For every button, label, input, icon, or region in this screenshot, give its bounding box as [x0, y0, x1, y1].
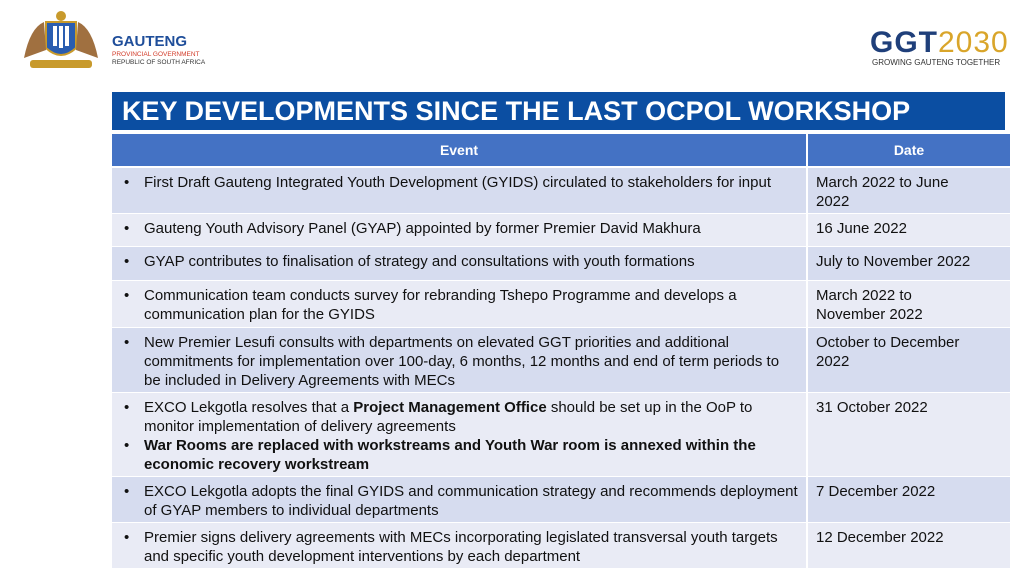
date-cell: 16 June 2022: [808, 214, 1010, 246]
date-cell: March 2022 to June 2022: [808, 168, 1010, 213]
event-cell: EXCO Lekgotla adopts the final GYIDS and…: [112, 477, 806, 522]
bullet: EXCO Lekgotla adopts the final GYIDS and…: [120, 482, 798, 520]
event-cell: Premier signs delivery agreements with M…: [112, 523, 806, 568]
event-cell: Gauteng Youth Advisory Panel (GYAP) appo…: [112, 214, 806, 246]
date-cell: 12 December 2022: [808, 523, 1010, 568]
event-cell: New Premier Lesufi consults with departm…: [112, 328, 806, 392]
logo-part: GGT: [870, 26, 938, 59]
text-run: War Rooms are replaced with workstreams …: [144, 437, 756, 473]
event-cell: Communication team conducts survey for r…: [112, 281, 806, 327]
text-run: EXCO Lekgotla resolves that a: [144, 399, 354, 416]
bullet: Communication team conducts survey for r…: [120, 286, 798, 324]
bullet: First Draft Gauteng Integrated Youth Dev…: [120, 173, 798, 192]
title: KEY DEVELOPMENTS SINCE THE LAST OCPOL WO…: [112, 92, 1005, 130]
date-cell: March 2022 to November 2022: [808, 281, 1010, 327]
date-cell: July to November 2022: [808, 247, 1010, 280]
coat-of-arms: [24, 11, 98, 68]
event-cell: GYAP contributes to finalisation of stra…: [112, 247, 806, 280]
header-cell: Event: [112, 134, 806, 166]
date-cell: 31 October 2022: [808, 393, 1010, 476]
logo-name: GAUTENG: [112, 33, 187, 50]
bullet: New Premier Lesufi consults with departm…: [120, 333, 798, 390]
bullet: Premier signs delivery agreements with M…: [120, 528, 798, 566]
text-run: Project Management Office: [353, 399, 547, 416]
ggt-logo: GGT2030: [870, 26, 1009, 60]
event-cell: EXCO Lekgotla resolves that a Project Ma…: [112, 393, 806, 476]
header-cell: Date: [808, 134, 1010, 166]
text-run: should be set up in the OoP to monitor i…: [144, 399, 753, 435]
bullet: GYAP contributes to finalisation of stra…: [120, 252, 798, 271]
bullet: Gauteng Youth Advisory Panel (GYAP) appo…: [120, 219, 798, 238]
date-cell: October to December 2022: [808, 328, 1010, 392]
bullet: EXCO Lekgotla resolves that a Project Ma…: [120, 398, 798, 436]
logo-line: REPUBLIC OF SOUTH AFRICA: [112, 59, 206, 66]
bullet: War Rooms are replaced with workstreams …: [120, 436, 798, 474]
date-cell: 7 December 2022: [808, 477, 1010, 522]
logo-part: 2030: [938, 26, 1009, 59]
logo-line: PROVINCIAL GOVERNMENT: [112, 51, 200, 58]
event-cell: First Draft Gauteng Integrated Youth Dev…: [112, 168, 806, 213]
logo-tagline: GROWING GAUTENG TOGETHER: [872, 58, 1001, 67]
